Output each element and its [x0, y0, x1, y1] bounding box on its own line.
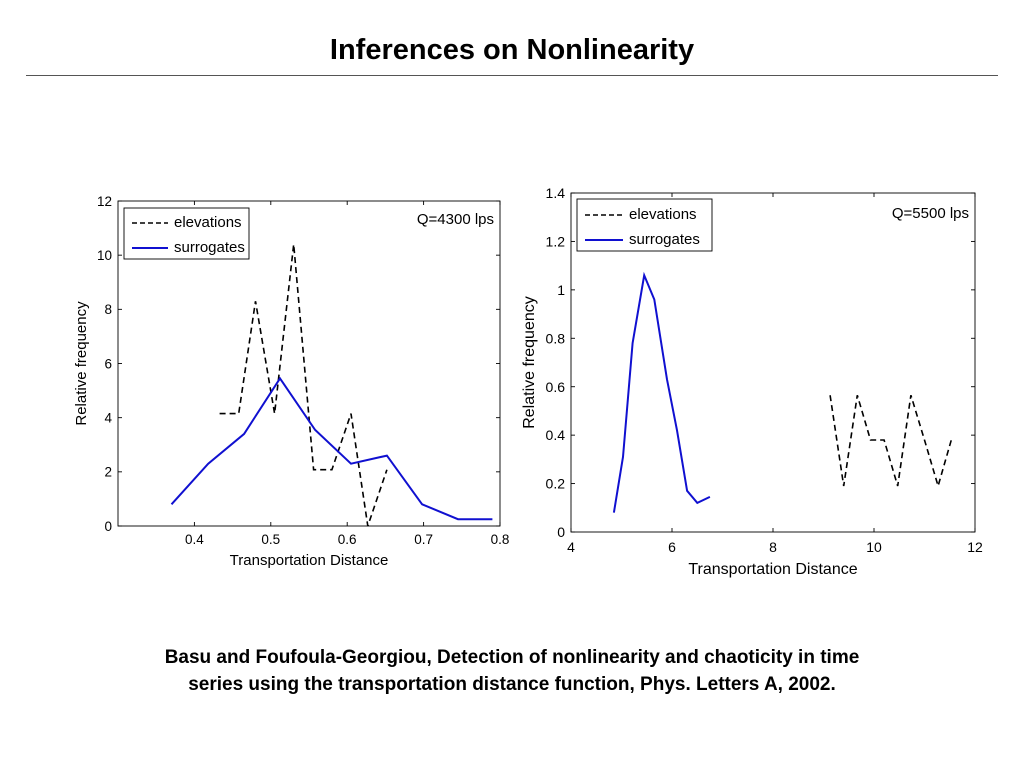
- x-tick-label: 6: [668, 539, 676, 555]
- legend-label-surrogates: surrogates: [629, 231, 700, 248]
- y-tick-label: 1.4: [546, 185, 566, 201]
- y-tick-label: 2: [104, 465, 112, 480]
- y-tick-label: 1.2: [546, 233, 566, 249]
- y-tick-label: 0: [104, 519, 112, 534]
- legend-label-surrogates: surrogates: [174, 239, 245, 256]
- y-tick-label: 0.6: [546, 379, 566, 395]
- x-axis-label: Transportation Distance: [230, 552, 389, 569]
- x-tick-label: 0.6: [338, 532, 357, 547]
- y-tick-label: 12: [97, 194, 112, 209]
- x-tick-label: 0.8: [491, 532, 510, 547]
- plot-annotation: Q=4300 lps: [417, 211, 494, 228]
- legend-box: [576, 198, 713, 252]
- x-tick-label: 0.7: [414, 532, 433, 547]
- y-axis-label: Relative frequency: [521, 296, 538, 429]
- y-tick-label: 0: [557, 524, 565, 540]
- legend-label-elevations: elevations: [174, 214, 242, 231]
- y-tick-label: 4: [104, 411, 112, 426]
- y-tick-label: 8: [104, 302, 112, 317]
- series-surrogates-line: [612, 271, 711, 513]
- y-tick-label: 1: [557, 282, 565, 298]
- series-elevations-line: [219, 244, 388, 527]
- y-tick-label: 0.4: [546, 427, 566, 443]
- x-axis-label: Transportation Distance: [688, 561, 857, 578]
- x-tick-label: 12: [967, 539, 983, 555]
- x-tick-label: 10: [866, 539, 882, 555]
- x-tick-label: 4: [567, 539, 575, 555]
- citation-line-1: Basu and Foufoula-Georgiou, Detection of…: [164, 647, 860, 668]
- x-tick-label: 0.4: [185, 532, 204, 547]
- citation-line-2: series using the transportation distance…: [188, 674, 836, 695]
- slide-title: Inferences on Nonlinearity: [329, 34, 695, 66]
- legend-box: [123, 207, 250, 260]
- x-tick-label: 0.5: [261, 532, 280, 547]
- series-elevations-line: [829, 394, 953, 489]
- title-divider: [26, 75, 998, 76]
- legend-label-elevations: elevations: [629, 206, 697, 223]
- series-surrogates-line: [170, 376, 493, 521]
- y-tick-label: 0.8: [546, 330, 566, 346]
- x-tick-label: 8: [769, 539, 777, 555]
- citation: Basu and Foufoula-Georgiou, Detection of…: [40, 644, 984, 698]
- y-tick-label: 0.2: [546, 476, 566, 492]
- y-tick-label: 10: [97, 248, 112, 263]
- y-axis-label: Relative frequency: [73, 301, 90, 426]
- plot-annotation: Q=5500 lps: [892, 205, 969, 222]
- y-tick-label: 6: [104, 356, 112, 371]
